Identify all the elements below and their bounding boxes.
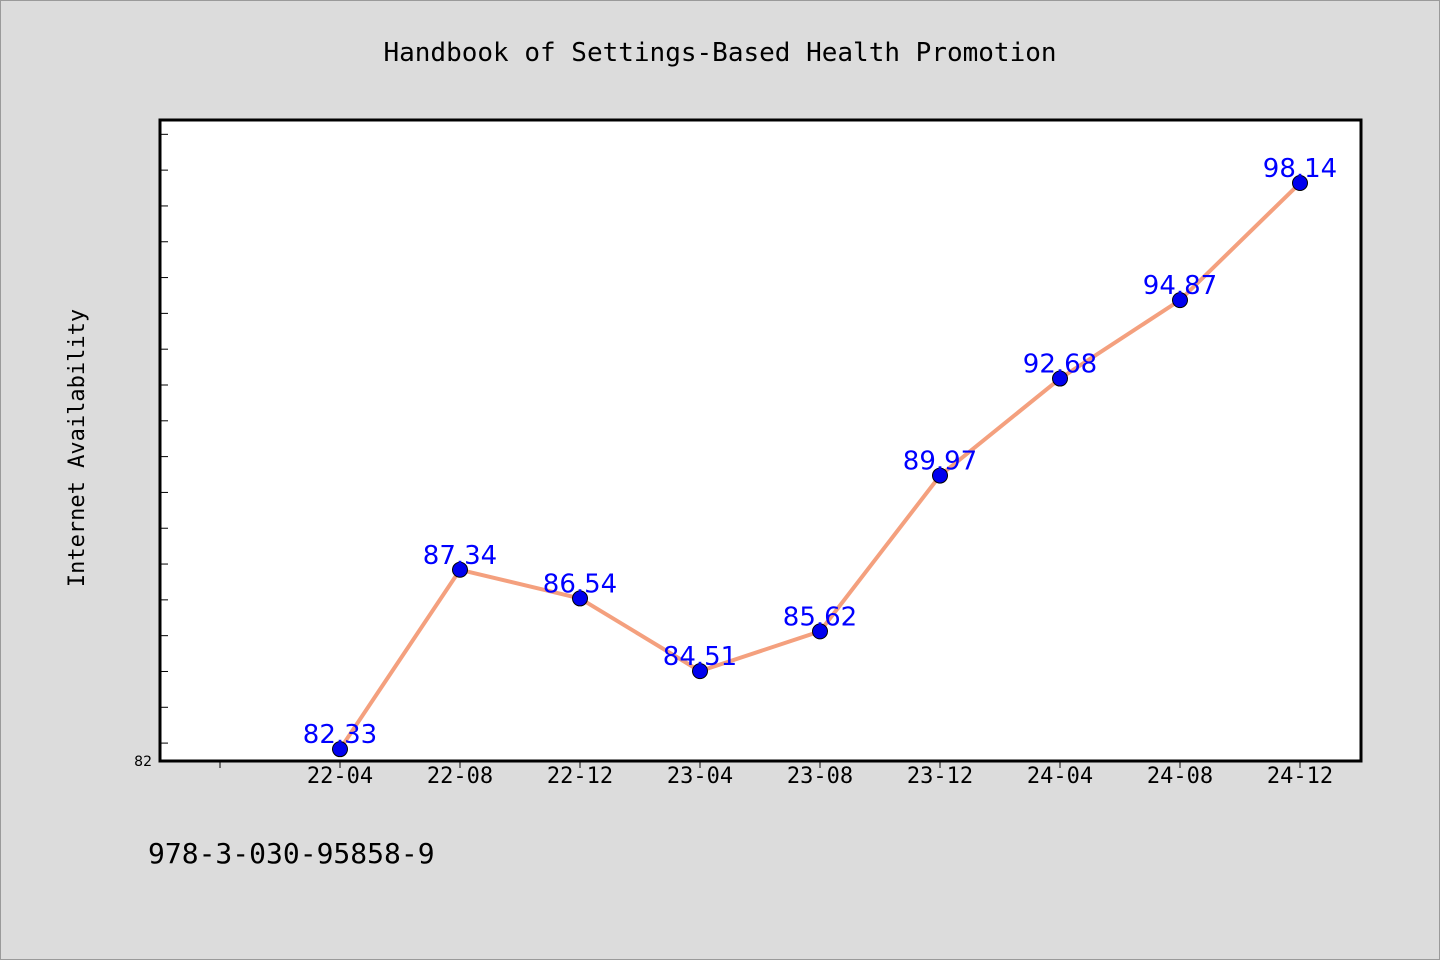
data-point [1292, 175, 1308, 192]
data-point [1172, 292, 1188, 309]
x-tick-label: 23-04 [667, 764, 733, 789]
data-label: 94.87 [1143, 271, 1217, 301]
data-point [1052, 370, 1068, 387]
data-label: 82.33 [303, 720, 377, 750]
data-point [332, 741, 348, 758]
x-tick-label: 22-12 [547, 764, 613, 789]
x-tick-label: 23-08 [787, 764, 853, 789]
data-label: 92.68 [1023, 350, 1097, 380]
x-tick-label: 24-04 [1027, 764, 1093, 789]
y-axis-ticks: 82 [134, 133, 168, 770]
data-point [812, 623, 828, 640]
plot-area [158, 118, 1363, 763]
data-label: 87.34 [423, 541, 497, 571]
data-label: 85.62 [783, 602, 857, 632]
x-tick-label: 22-04 [307, 764, 373, 789]
x-tick-label: 23-12 [907, 764, 973, 789]
series-group: 82.33 87.34 86.54 84.51 85.62 89.97 92.68 94.87… [303, 154, 1337, 758]
x-tick-label: 24-08 [1147, 764, 1213, 789]
data-label: 86.54 [543, 569, 617, 599]
data-label: 98.14 [1263, 154, 1337, 184]
x-tick-label: 24-12 [1267, 764, 1333, 789]
isbn-footer: 978-3-030-95858-9 [148, 837, 435, 870]
data-label: 89.97 [903, 447, 977, 477]
y-tick-label: 82 [134, 754, 152, 770]
data-label: 84.51 [663, 642, 737, 672]
y-axis-label: Internet Availability [65, 309, 90, 587]
data-point [452, 561, 468, 578]
data-point [692, 663, 708, 680]
x-axis-ticks: 22-04 22-08 22-12 23-04 23-08 23-12 24-04 24-08… [219, 761, 1333, 789]
data-point [932, 467, 948, 484]
chart-title: Handbook of Settings-Based Health Promot… [383, 38, 1056, 68]
x-tick-label: 22-08 [427, 764, 493, 789]
data-point [572, 590, 588, 607]
